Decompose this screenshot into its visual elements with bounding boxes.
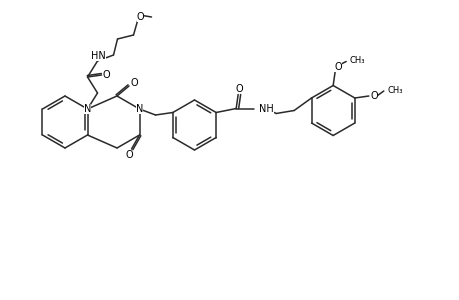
Text: O: O <box>130 78 138 88</box>
Text: N: N <box>135 104 143 114</box>
Text: O: O <box>369 91 377 101</box>
Text: O: O <box>334 61 341 71</box>
Text: N: N <box>84 104 91 114</box>
Text: O: O <box>235 83 242 94</box>
Text: HN: HN <box>91 51 106 61</box>
Text: O: O <box>125 150 133 160</box>
Text: NH: NH <box>258 103 273 113</box>
Text: O: O <box>136 12 144 22</box>
Text: CH₃: CH₃ <box>387 85 403 94</box>
Text: CH₃: CH₃ <box>348 56 364 65</box>
Text: O: O <box>102 70 110 80</box>
